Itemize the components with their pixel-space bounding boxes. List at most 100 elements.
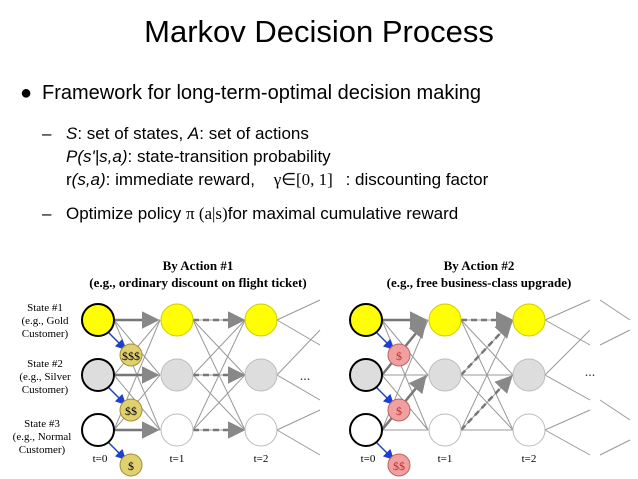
slide-title: Markov Decision Process	[144, 14, 494, 49]
edge	[276, 374, 321, 401]
reward-label: $$	[393, 459, 405, 473]
reward-label: $	[396, 404, 402, 418]
state2-label-line1: State #2	[27, 358, 63, 370]
time-label-t1: t=1	[438, 453, 453, 465]
state-node-gold-t2	[244, 303, 278, 337]
gamma-text: : discounting factor	[345, 170, 489, 189]
edge	[599, 399, 631, 421]
bullet-dot: ●	[20, 82, 33, 104]
edge	[544, 409, 591, 431]
r-symbol: (s,a)	[71, 170, 106, 189]
bullet-optimize: Optimize policy π (a|s)for maximal cumul…	[66, 204, 458, 224]
state-node-silver-t1	[160, 358, 194, 392]
state3-label-line2: (e.g., Normal	[13, 431, 72, 443]
state-node-gold-t2	[512, 303, 546, 337]
time-label-t1: t=1	[170, 453, 185, 465]
state-node-normal-t0	[81, 413, 115, 447]
arrow-silver-up-t2	[460, 320, 513, 376]
s-symbol: S	[66, 124, 78, 143]
state1-label-line2: (e.g., Gold	[21, 315, 69, 327]
ellipsis: ...	[300, 369, 311, 384]
state2-label-line3: Customer)	[22, 384, 69, 396]
edge	[599, 329, 631, 346]
edge	[544, 299, 591, 321]
panel2-reward-arrows	[375, 331, 395, 461]
reward-badge	[387, 398, 411, 422]
edge	[192, 319, 246, 376]
s-text: : set of states,	[77, 124, 188, 143]
ellipsis: ...	[585, 365, 596, 380]
edge	[544, 429, 591, 456]
state-node-gold-t0	[349, 303, 383, 337]
reward-badge	[119, 343, 143, 367]
reward-badge	[119, 398, 143, 422]
dash-marker-2: –	[42, 204, 52, 223]
time-label-t0: t=0	[93, 453, 108, 465]
edge	[276, 429, 321, 456]
state-node-silver-t2	[512, 358, 546, 392]
edge	[276, 329, 321, 376]
edge	[599, 439, 631, 456]
state1-label-line1: State #1	[27, 302, 63, 314]
reward-label: $$$	[122, 349, 140, 363]
edge	[544, 319, 591, 346]
edge	[544, 374, 591, 401]
time-label-t2: t=2	[522, 453, 537, 465]
reward-label: $	[128, 459, 134, 473]
state3-label-line3: Customer)	[19, 444, 66, 456]
state1-label-line3: Customer)	[22, 328, 69, 340]
reward-label: $$	[125, 404, 137, 418]
state-node-normal-t2	[512, 413, 546, 447]
panel1-bold-arrows	[114, 311, 246, 439]
edge	[544, 329, 591, 376]
state-node-silver-t0	[81, 358, 115, 392]
dash-marker-1: –	[42, 124, 52, 143]
time-label-t2: t=2	[254, 453, 269, 465]
state2-label-line2: (e.g., Silver	[19, 371, 71, 383]
action1-subtitle: (e.g., ordinary discount on flight ticke…	[89, 275, 306, 290]
edge	[276, 319, 321, 346]
optimize-text-2: for maximal cumulative reward	[227, 204, 459, 223]
state-node-normal-t1	[160, 413, 194, 447]
panel1-edges	[113, 299, 321, 456]
a-symbol: A	[187, 124, 200, 143]
reward-badge	[387, 343, 411, 367]
edge	[599, 299, 631, 321]
action2-subtitle: (e.g., free business-class upgrade)	[387, 275, 572, 290]
r-text: : immediate reward,	[105, 170, 255, 189]
state-node-normal-t0	[349, 413, 383, 447]
state-node-gold-t1	[160, 303, 194, 337]
arrow-normal-up-t2	[460, 375, 513, 431]
state-node-normal-t1	[428, 413, 462, 447]
reward-arrow	[107, 331, 127, 351]
state-node-normal-t2	[244, 413, 278, 447]
p-symbol: P(s'|s,a)	[66, 147, 128, 166]
bullet-transition: P(s'|s,a): state-transition probability	[66, 147, 331, 167]
optimize-text: Optimize policy	[66, 204, 186, 223]
a-text: : set of actions	[199, 124, 309, 143]
edge	[192, 374, 246, 431]
action1-title: By Action #1	[163, 258, 234, 273]
r-prefix: r	[66, 170, 72, 189]
gamma-expression: γ∈[0, 1]	[273, 170, 333, 189]
bullet-states-actions: S: set of states, A: set of actions	[66, 124, 309, 144]
reward-badge	[119, 453, 143, 477]
reward-arrow	[375, 386, 395, 406]
edge	[276, 299, 321, 321]
time-label-t0: t=0	[361, 453, 376, 465]
state-node-silver-t2	[244, 358, 278, 392]
bullet-framework: ● Framework for long-term-optimal decisio…	[20, 82, 481, 105]
reward-arrow	[375, 331, 395, 351]
state-node-gold-t0	[81, 303, 115, 337]
p-text: : state-transition probability	[127, 147, 331, 166]
state-node-silver-t0	[349, 358, 383, 392]
edge	[276, 409, 321, 431]
reward-badge	[387, 453, 411, 477]
bullet-framework-text: Framework for long-term-optimal decision…	[42, 82, 482, 104]
reward-arrow	[107, 386, 127, 406]
action2-title: By Action #2	[444, 258, 515, 273]
state-node-silver-t1	[428, 358, 462, 392]
reward-arrow	[375, 441, 395, 461]
reward-label: $	[396, 349, 402, 363]
